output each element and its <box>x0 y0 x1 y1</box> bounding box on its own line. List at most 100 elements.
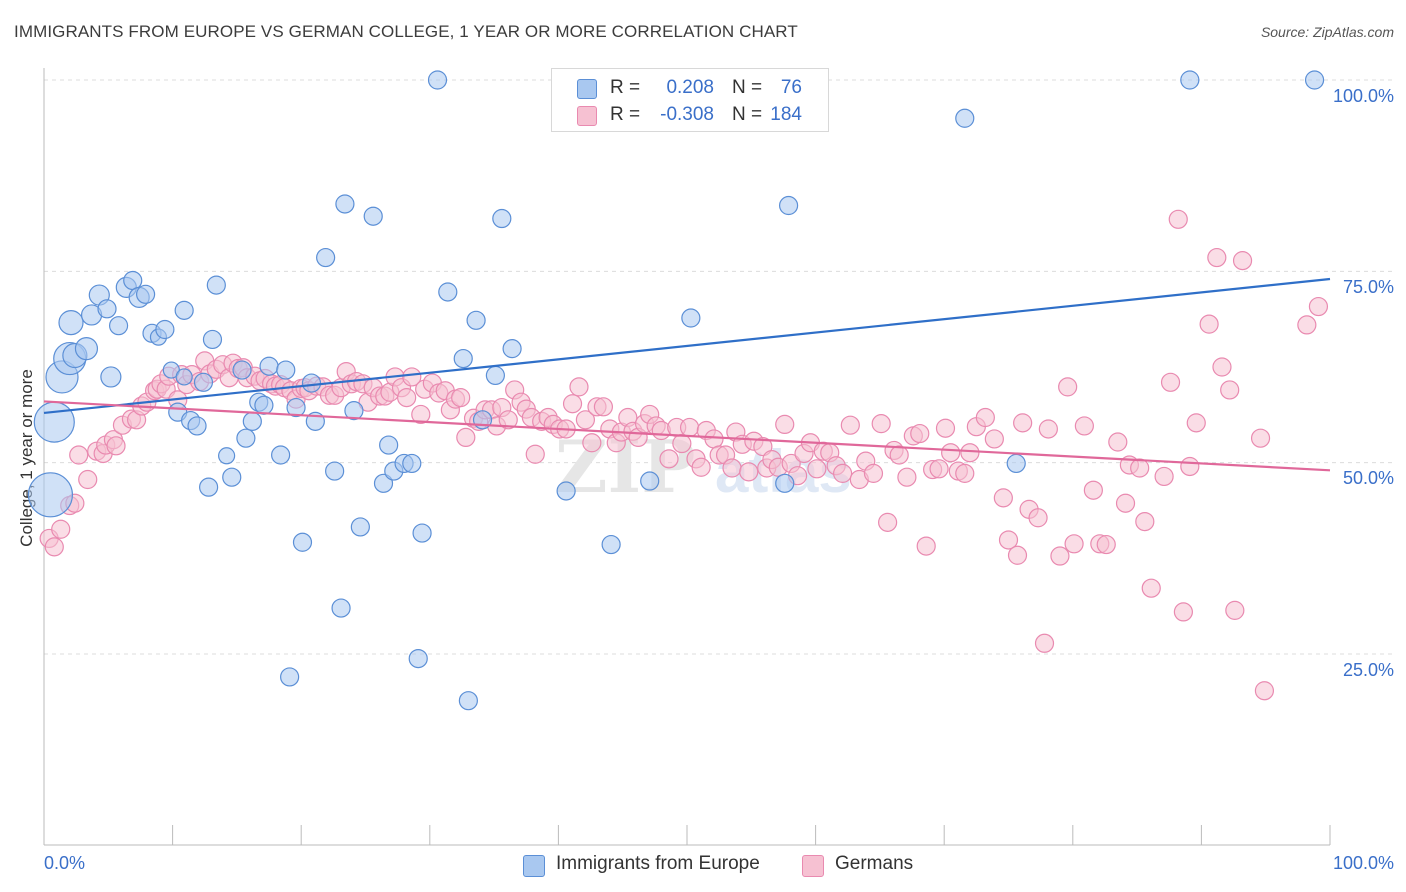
germans-point <box>1074 416 1094 436</box>
germans-point <box>1250 428 1271 448</box>
immigrants-point <box>427 70 448 90</box>
immigrants-point <box>350 517 370 537</box>
trend-line-immigrants <box>43 277 1331 415</box>
immigrants-point <box>453 348 473 369</box>
immigrants-point <box>236 428 256 448</box>
legend-row-immigrants: R = 0.208 N = 76 <box>552 75 828 101</box>
germans-point <box>659 449 679 469</box>
chart-source: Source: ZipAtlas.com <box>1260 24 1394 40</box>
legend-label-immigrants: Immigrants from Europe <box>556 853 760 874</box>
germans-point <box>871 414 891 434</box>
legend-swatch-pink <box>577 106 597 126</box>
legend-n-label: N = <box>732 77 763 98</box>
immigrants-point <box>259 356 279 376</box>
immigrants-point <box>218 447 236 465</box>
germans-point <box>955 463 975 483</box>
immigrants-point <box>331 598 351 618</box>
germans-point <box>402 367 422 387</box>
immigrants-point <box>58 310 84 336</box>
germans-point <box>1064 534 1084 554</box>
germans-point <box>960 443 980 463</box>
germans-point <box>1173 602 1193 622</box>
germans-point <box>1038 419 1058 439</box>
germans-point <box>1180 456 1200 477</box>
germans-point <box>1108 432 1128 452</box>
germans-point <box>1308 296 1329 317</box>
germans-point <box>1034 633 1055 653</box>
legend-n-label: N = <box>732 104 763 125</box>
germans-point <box>1199 314 1219 334</box>
immigrants-point <box>97 299 117 319</box>
x-tick-label-0: 0.0% <box>44 853 86 873</box>
germans-point <box>941 443 961 463</box>
germans-point <box>840 415 860 435</box>
immigrants-point <box>373 473 394 493</box>
germans-point <box>593 397 614 417</box>
germans-point <box>1220 380 1240 400</box>
immigrants-point <box>222 467 242 487</box>
trend-line-germans <box>43 400 1331 472</box>
immigrants-point <box>1180 70 1200 90</box>
germans-point <box>739 462 759 482</box>
germans-point <box>897 467 917 487</box>
germans-point <box>562 394 583 414</box>
germans-point <box>456 427 476 448</box>
germans-point <box>575 410 596 430</box>
germans-point <box>775 414 795 434</box>
germans-point <box>51 519 71 539</box>
legend-row-germans: R = -0.308 N = 184 <box>552 102 828 128</box>
germans-point <box>929 459 949 479</box>
germans-point <box>1007 545 1028 565</box>
germans-point <box>1083 480 1103 500</box>
legend-swatch-blue <box>523 855 545 877</box>
immigrants-point <box>601 534 621 555</box>
immigrants-point <box>202 329 223 350</box>
germans-point <box>1028 508 1048 528</box>
legend-r-label: R = <box>610 77 641 98</box>
immigrants-point <box>301 373 322 393</box>
legend-r-label: R = <box>610 104 641 125</box>
germans-point <box>451 388 471 408</box>
axes <box>43 68 1331 846</box>
y-tick-label-75: 75.0% <box>1342 277 1394 297</box>
immigrants-point <box>193 372 214 392</box>
legend-n-value: 184 <box>770 104 802 125</box>
immigrants-point <box>778 195 799 216</box>
legend-r-value: 0.208 <box>666 77 714 98</box>
immigrants-point <box>466 310 486 330</box>
germans-point <box>411 404 431 425</box>
germans-point <box>44 537 64 557</box>
germans-point <box>916 536 936 556</box>
immigrants-point <box>316 247 336 268</box>
germans-point <box>1115 493 1136 513</box>
immigrants-point <box>199 477 219 497</box>
germans-point <box>1160 372 1181 392</box>
series-legend: Immigrants from Europe Germans <box>0 852 1406 878</box>
immigrants-point <box>292 532 313 552</box>
germans-point <box>1168 209 1188 229</box>
germans-point <box>397 388 417 408</box>
germans-point <box>1058 377 1078 397</box>
y-tick-label-50: 50.0% <box>1342 468 1394 488</box>
immigrants-point <box>556 481 576 501</box>
germans-point <box>1130 458 1150 478</box>
immigrants-point <box>485 365 505 386</box>
immigrants-point <box>155 319 175 340</box>
legend-n-value: 76 <box>780 77 802 98</box>
immigrants-point <box>108 316 129 336</box>
legend-label-germans: Germans <box>835 853 914 874</box>
legend-r-value: -0.308 <box>660 104 714 125</box>
immigrants-point <box>955 108 975 128</box>
germans-point <box>106 436 126 456</box>
germans-point <box>691 457 711 477</box>
immigrants-point <box>232 360 252 380</box>
germans-point <box>1186 413 1206 433</box>
germans-point <box>993 488 1013 508</box>
germans-point <box>1050 546 1070 566</box>
germans-point <box>1141 578 1161 598</box>
stats-legend: R = 0.208 N = 76 R = -0.308 N = 184 <box>551 68 829 132</box>
germans-point <box>807 459 827 479</box>
germans-point <box>1297 315 1317 335</box>
immigrants-point <box>344 401 364 421</box>
immigrants-point <box>438 282 458 302</box>
